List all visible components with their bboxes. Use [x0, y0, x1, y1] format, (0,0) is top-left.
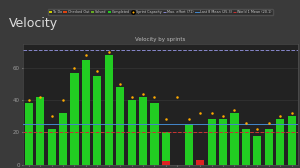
Title: Velocity by sprints: Velocity by sprints	[135, 37, 185, 42]
Bar	[70, 73, 79, 165]
Text: Velocity: Velocity	[9, 17, 58, 30]
Bar	[230, 113, 238, 165]
Bar	[219, 119, 227, 165]
Bar	[265, 129, 273, 165]
Bar	[25, 103, 33, 165]
Bar	[185, 124, 193, 165]
Bar	[93, 76, 101, 165]
Bar	[253, 136, 261, 165]
Legend: To Do, Checked Out, Solved, Completed, Sprint Capacity, Max. effort (71), Last 8: To Do, Checked Out, Solved, Completed, S…	[47, 9, 273, 15]
Bar	[242, 129, 250, 165]
Bar	[105, 55, 113, 165]
Bar	[208, 119, 216, 165]
Bar	[162, 132, 170, 165]
Bar	[162, 161, 170, 165]
Bar	[287, 116, 296, 165]
Bar	[139, 97, 147, 165]
Bar	[196, 160, 204, 165]
Bar	[116, 87, 124, 165]
Bar	[47, 129, 56, 165]
Bar	[82, 60, 90, 165]
Bar	[276, 119, 284, 165]
Bar	[150, 103, 159, 165]
Bar	[59, 113, 67, 165]
Bar	[36, 97, 44, 165]
Bar	[128, 100, 136, 165]
